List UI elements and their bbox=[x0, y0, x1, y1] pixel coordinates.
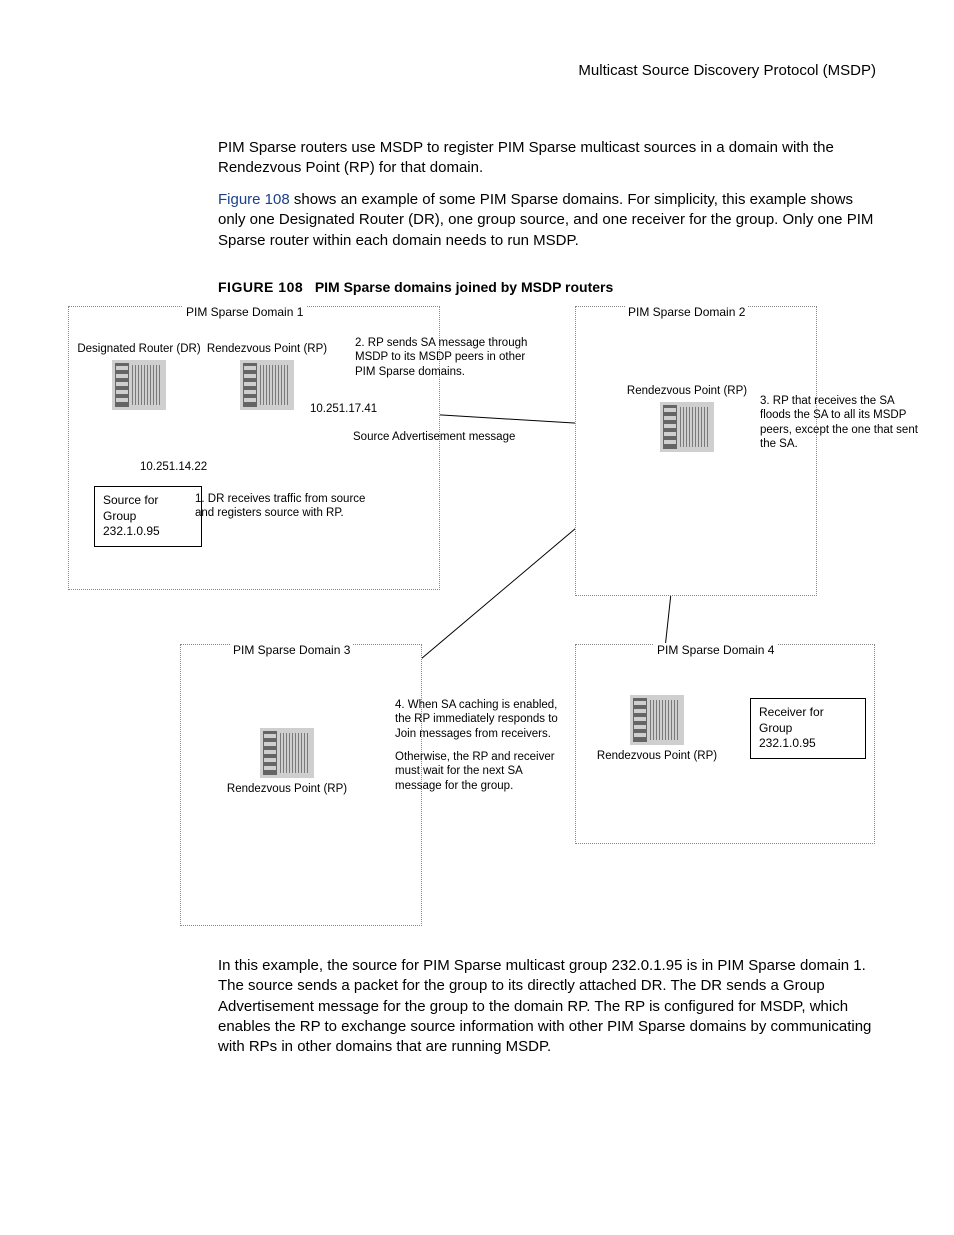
figure-caption: FIGURE 108 PIM Sparse domains joined by … bbox=[218, 279, 613, 295]
diagram-annotation: 3. RP that receives the SA floods the SA… bbox=[760, 394, 920, 452]
figure-number: FIGURE 108 bbox=[218, 279, 303, 295]
diagram-annotation: 2. RP sends SA message through MSDP to i… bbox=[355, 336, 535, 379]
router-label: Rendezvous Point (RP) bbox=[207, 782, 367, 796]
paragraph-2: Figure 108 shows an example of some PIM … bbox=[218, 190, 878, 251]
domain-label: PIM Sparse Domain 1 bbox=[183, 305, 306, 319]
paragraph-3: In this example, the source for PIM Spar… bbox=[218, 956, 878, 1057]
diagram-annotation: Source Advertisement message bbox=[353, 430, 553, 444]
router-icon bbox=[660, 402, 714, 457]
router-label: Rendezvous Point (RP) bbox=[577, 749, 737, 763]
paragraph-1: PIM Sparse routers use MSDP to register … bbox=[218, 138, 878, 179]
router-icon bbox=[260, 728, 314, 783]
diagram-annotation: Otherwise, the RP and receiver must wait… bbox=[395, 750, 570, 793]
domain-label: PIM Sparse Domain 4 bbox=[654, 643, 777, 657]
paragraph-2-rest: shows an example of some PIM Sparse doma… bbox=[218, 191, 873, 249]
domain-label: PIM Sparse Domain 3 bbox=[230, 643, 353, 657]
diagram-annotation: 10.251.17.41 bbox=[310, 402, 430, 416]
diagram-annotation: 1. DR receives traffic from source and r… bbox=[195, 492, 375, 521]
diagram-annotation: 4. When SA caching is enabled, the RP im… bbox=[395, 698, 570, 741]
router-label: Rendezvous Point (RP) bbox=[187, 342, 347, 356]
router-label: Rendezvous Point (RP) bbox=[607, 384, 767, 398]
figure-title: PIM Sparse domains joined by MSDP router… bbox=[315, 279, 613, 295]
router-icon bbox=[112, 360, 166, 415]
diagram-annotation: 10.251.14.22 bbox=[140, 460, 260, 474]
figure-reference-link[interactable]: Figure 108 bbox=[218, 191, 290, 208]
receiver-box: Receiver forGroup232.1.0.95 bbox=[750, 698, 866, 759]
domain-label: PIM Sparse Domain 2 bbox=[625, 305, 748, 319]
source-box: Source forGroup232.1.0.95 bbox=[94, 486, 202, 547]
router-icon bbox=[630, 695, 684, 750]
page: Multicast Source Discovery Protocol (MSD… bbox=[0, 0, 954, 1235]
router-icon bbox=[240, 360, 294, 415]
page-header-title: Multicast Source Discovery Protocol (MSD… bbox=[578, 62, 876, 79]
network-diagram: PIM Sparse Domain 1 PIM Sparse Domain 2 PI… bbox=[60, 300, 920, 940]
